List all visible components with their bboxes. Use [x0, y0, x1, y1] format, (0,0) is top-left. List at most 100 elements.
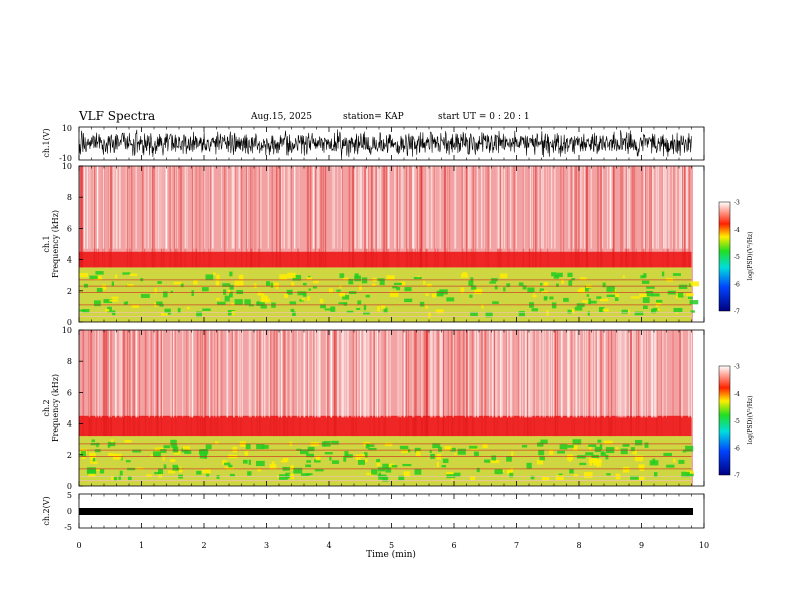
spectrogram-streak — [646, 330, 648, 418]
spectrogram-patch — [88, 473, 96, 477]
spectrogram-streak — [196, 330, 199, 437]
spectrogram-patch — [269, 282, 279, 288]
spectrogram-streak — [551, 330, 553, 418]
spectrogram-streak — [691, 330, 692, 418]
spectrogram-patch — [471, 285, 477, 290]
spectrogram-patch — [129, 273, 138, 277]
spectrogram-patch — [357, 300, 362, 305]
spectrogram-streak — [426, 330, 429, 437]
spectrogram-patch — [481, 303, 484, 309]
spectrogram-patch — [371, 283, 376, 287]
spectrogram-patch — [470, 311, 478, 317]
spectrogram-patch — [404, 298, 413, 303]
spectrogram-streak — [152, 166, 154, 268]
spectrogram-streak — [374, 166, 376, 268]
spectrogram-patch — [540, 283, 543, 286]
spectrogram-patch — [568, 459, 572, 462]
spectrogram-streak — [110, 330, 112, 437]
spectrogram-streak — [354, 330, 357, 418]
spectrogram-patch — [570, 308, 575, 314]
spectrogram-patch — [460, 273, 468, 278]
spectrogram-streak — [457, 330, 459, 437]
spectrogram-streak — [218, 330, 220, 418]
spectrogram-streak — [373, 330, 376, 437]
spectrogram-streak — [320, 166, 323, 268]
spectrogram-patch — [110, 439, 114, 443]
spectrogram-streak — [641, 166, 643, 268]
spectrogram-patch — [131, 304, 140, 308]
spectrogram-patch — [600, 452, 606, 457]
spectrogram-patch — [391, 464, 398, 468]
spectrogram-streak — [484, 330, 486, 437]
spectrogram-streak — [154, 166, 156, 249]
spectrogram-patch — [306, 453, 315, 458]
spectrogram-patch — [602, 308, 609, 312]
spectrogram-patch — [191, 290, 194, 297]
spectrogram-streak — [192, 330, 194, 418]
spectrogram-streak — [129, 330, 131, 437]
spectrogram-streak — [560, 166, 562, 268]
colorbar-tick-label: -4 — [734, 391, 740, 398]
spectrogram-streak — [587, 330, 588, 418]
spectrogram-streak — [352, 330, 354, 437]
spectrogram-streak — [376, 166, 377, 268]
spectrogram-streak — [250, 166, 252, 268]
spectrogram-streak — [90, 330, 93, 437]
spectrogram-streak — [313, 330, 315, 437]
spectrogram-streak — [664, 166, 666, 249]
spectrogram-streak — [517, 330, 519, 437]
spectrogram-patch — [436, 290, 444, 297]
spectrogram-streak — [611, 330, 613, 437]
spectrogram-patch — [302, 282, 307, 286]
spectrogram-patch — [229, 291, 233, 298]
spectrogram-streak — [403, 330, 406, 418]
spectrogram-streak — [212, 166, 214, 249]
spectrogram-streak — [535, 166, 537, 268]
ch1-ytick-label: 4 — [67, 256, 72, 265]
spectrogram-streak — [627, 166, 629, 249]
spectrogram-patch — [285, 476, 292, 479]
spectrogram-streak — [399, 166, 400, 268]
spectrogram-patch — [656, 299, 663, 303]
spectrogram-patch — [677, 292, 684, 298]
spectrogram-patch — [573, 445, 578, 451]
spectrogram-streak — [103, 166, 105, 249]
spectrogram-patch — [344, 451, 349, 457]
spectrogram-streak — [138, 330, 141, 437]
spectrogram-patch — [154, 288, 157, 294]
spectrogram-streak — [508, 166, 510, 249]
spectrogram-patch — [537, 442, 544, 447]
spectrogram-streak — [299, 330, 301, 437]
spectrogram-patch — [158, 473, 162, 478]
spectrogram-patch — [485, 311, 493, 318]
spectrogram-patch — [597, 439, 602, 443]
spectrogram-streak — [169, 166, 172, 268]
spectrogram-streak — [122, 330, 124, 418]
spectrogram-streak — [425, 166, 427, 249]
spectrogram-streak — [95, 330, 96, 418]
x-tick-label: 0 — [76, 541, 81, 550]
spectrogram-patch — [634, 439, 643, 446]
spectrogram-patch — [429, 450, 432, 453]
spectrogram-streak — [442, 330, 445, 437]
spectrogram-patch — [404, 287, 412, 292]
spectrogram-streak — [418, 166, 419, 249]
spectrogram-patch — [103, 299, 113, 304]
spectrogram-patch — [94, 449, 101, 453]
spectrogram-patch — [436, 453, 442, 460]
spectrogram-streak — [337, 166, 339, 249]
spectrogram-patch — [269, 464, 277, 470]
spectrogram-patch — [686, 472, 694, 477]
spectrogram-streak — [165, 166, 167, 249]
spectrogram-streak — [382, 166, 384, 249]
spectrogram-streak — [437, 330, 439, 437]
spectrogram-streak — [238, 330, 239, 418]
spectrogram-streak — [629, 330, 631, 418]
spectrogram-patch — [94, 275, 102, 281]
spectrogram-streak — [609, 166, 611, 249]
spectrogram-streak — [317, 330, 319, 418]
spectrogram-patch — [555, 475, 564, 481]
spectrogram-streak — [202, 330, 204, 418]
spectrogram-streak — [93, 166, 95, 249]
spectrogram-patch — [365, 458, 368, 463]
